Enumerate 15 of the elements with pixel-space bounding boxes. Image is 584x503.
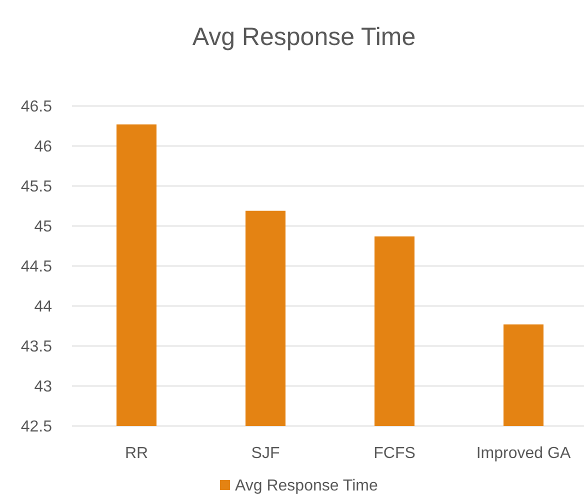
- y-tick-label: 42.5: [20, 418, 52, 436]
- y-tick-label: 44: [34, 298, 52, 316]
- y-tick-label: 46: [34, 138, 52, 156]
- x-tick-label: SJF: [251, 445, 280, 462]
- legend-label: Avg Response Time: [235, 478, 378, 495]
- x-tick-label: FCFS: [374, 445, 416, 462]
- x-tick-label: RR: [124, 445, 148, 462]
- y-tick-label: 43.5: [20, 338, 52, 356]
- y-tick-label: 43: [34, 378, 52, 396]
- y-tick-label: 45.5: [20, 178, 52, 196]
- y-tick-label: 44.5: [20, 258, 52, 276]
- y-tick-label: 46.5: [20, 98, 52, 116]
- y-tick-label: 45: [34, 218, 52, 236]
- x-tick-label: Improved GA: [476, 445, 571, 462]
- chart-title: Avg Response Time: [192, 23, 416, 51]
